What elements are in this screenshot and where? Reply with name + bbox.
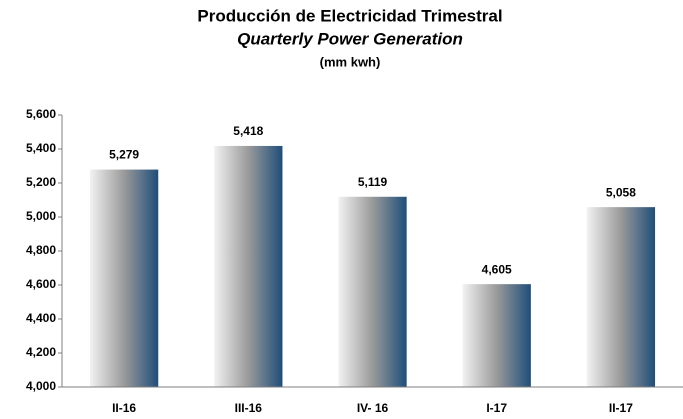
y-tick-label: 4,000 [26,379,56,393]
y-tick-label: 5,200 [26,175,56,189]
bar [586,207,656,387]
y-tick-label: 4,800 [26,243,56,257]
x-tick-label: I-17 [486,401,507,415]
data-label: 4,605 [482,262,512,276]
y-tick-label: 5,400 [26,141,56,155]
bar [89,169,159,387]
chart-subtitle: Quarterly Power Generation [237,29,463,48]
y-tick-label: 4,200 [26,345,56,359]
units-label: (mm kwh) [320,54,381,69]
bar [462,284,531,387]
y-tick-label: 5,600 [26,107,56,121]
y-tick-label: 4,400 [26,311,56,325]
y-tick-label: 5,000 [26,209,56,223]
y-tick-label: 4,600 [26,277,56,291]
data-label: 5,279 [109,148,139,162]
data-label: 5,119 [358,175,388,189]
x-tick-label: II-16 [112,401,136,415]
x-tick-label: IV- 16 [357,401,389,415]
x-tick-label: III-16 [235,401,263,415]
x-tick-label: II-17 [609,401,633,415]
bar [214,145,283,387]
chart-title: Producción de Electricidad Trimestral [197,6,502,25]
data-label: 5,058 [606,185,636,199]
bar [338,196,407,387]
data-label: 5,418 [233,124,263,138]
